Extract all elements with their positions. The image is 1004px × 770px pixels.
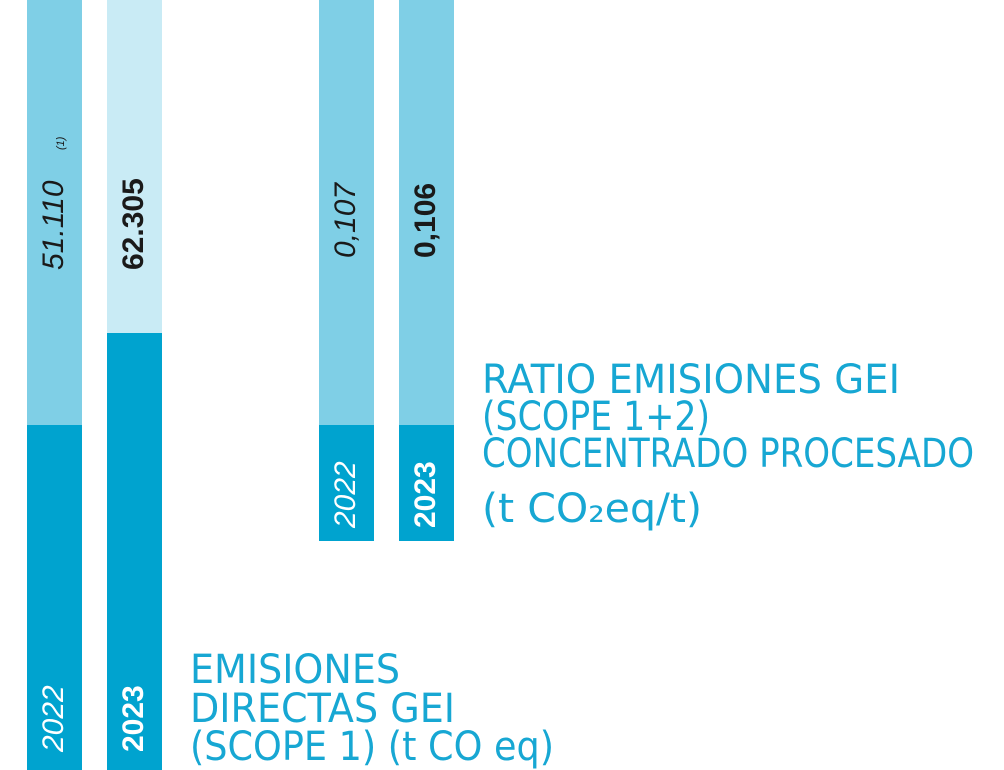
panel-title: DIRECTAS GEI (190, 686, 455, 732)
footnote-ref: (1) (55, 136, 67, 150)
panel-title: (SCOPE 1+2) (482, 394, 710, 440)
bar-top (399, 0, 454, 425)
bar-year: 2023 (409, 461, 442, 528)
bar-top (319, 0, 374, 425)
bar-value: 62.305 (117, 178, 150, 270)
panel-title: EMISIONES (190, 647, 400, 693)
panel-title: (t CO₂eq/t) (482, 486, 702, 532)
bar-value: 0,106 (409, 183, 442, 258)
bar-year: 2022 (329, 461, 362, 529)
bar-value: 51.110 (37, 180, 70, 270)
bar-value: 0,107 (329, 182, 362, 258)
panel-title: CONCENTRADO PROCESADO (482, 431, 974, 477)
bar-base (319, 425, 374, 541)
bar-base (107, 333, 162, 770)
bar-base (27, 425, 82, 770)
bar-year: 2023 (117, 685, 150, 752)
panel-title: (SCOPE 1) (t CO eq) (190, 724, 554, 770)
bar-top (27, 0, 82, 425)
bar-top (107, 0, 162, 333)
bar-year: 2022 (37, 685, 70, 753)
bar-base (399, 425, 454, 541)
panel-title: RATIO EMISIONES GEI (482, 357, 900, 403)
